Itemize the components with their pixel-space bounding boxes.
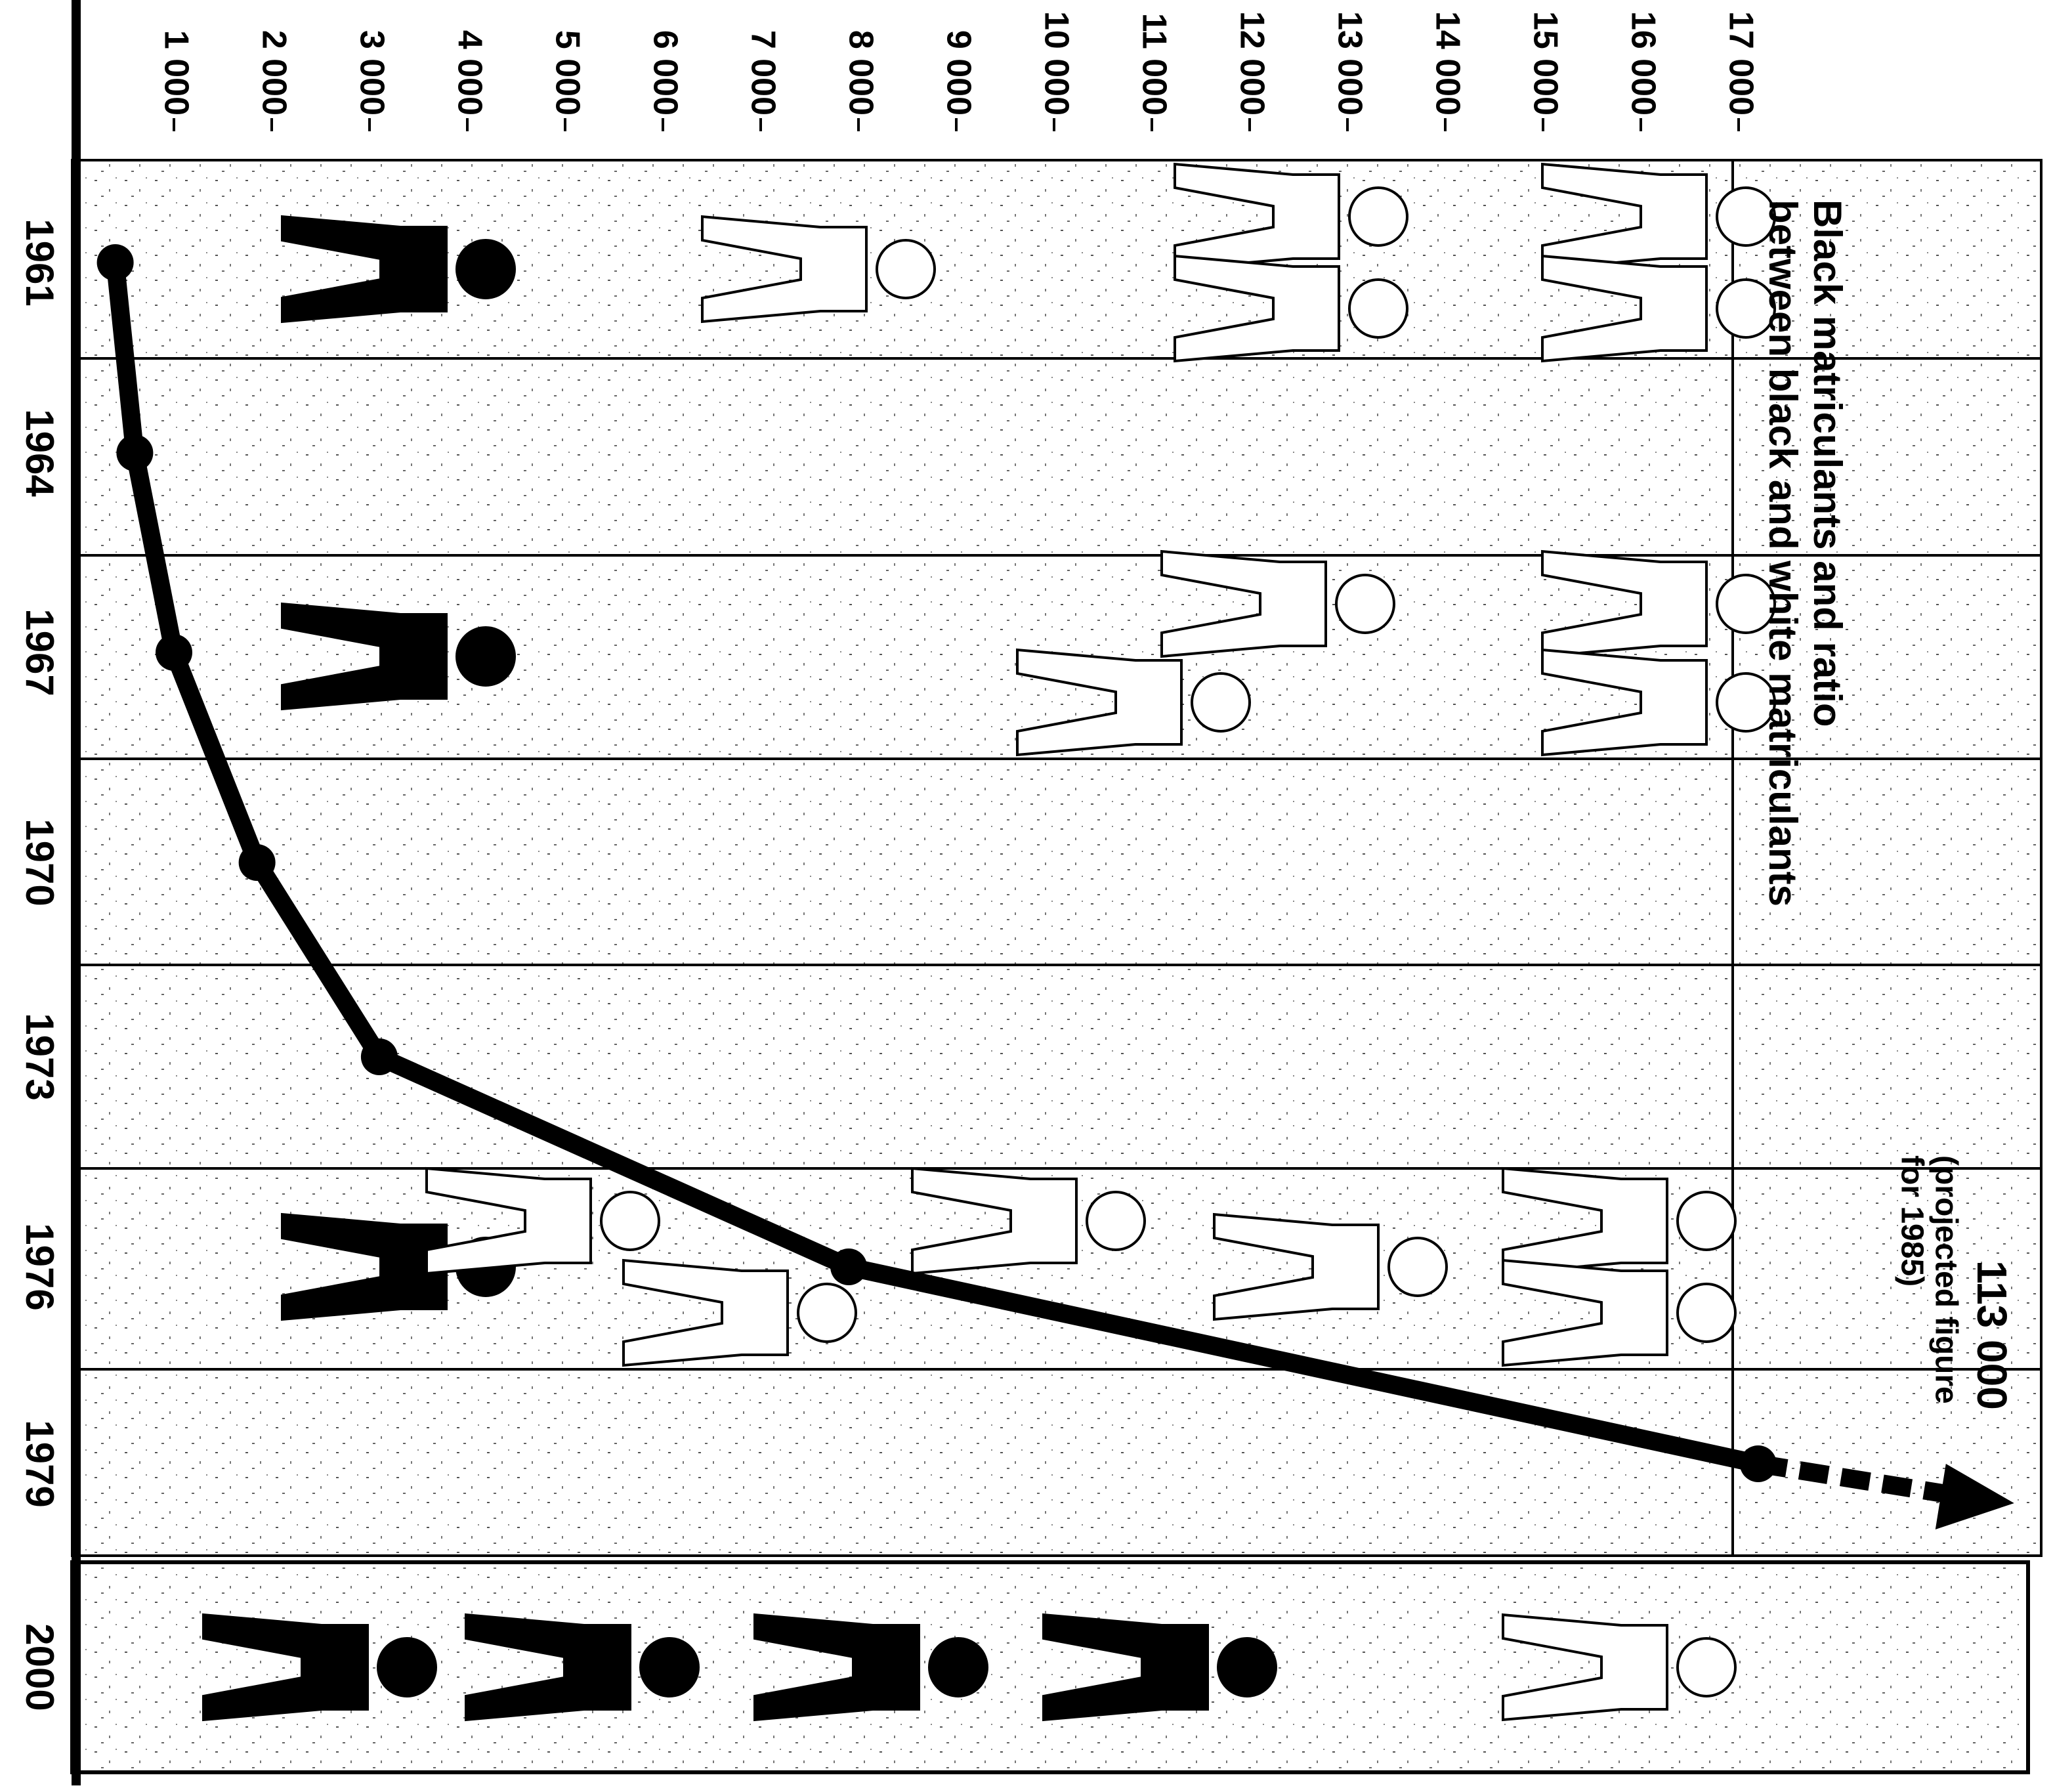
black-figure-head <box>929 1638 987 1696</box>
white-figure-head <box>1087 1192 1145 1250</box>
y-tick-label: 3 000 <box>352 30 391 116</box>
data-point <box>97 244 134 281</box>
y-tick-label: 8 000 <box>841 30 879 116</box>
data-point <box>830 1248 867 1285</box>
black-figure-head <box>378 1638 436 1696</box>
x-tick-label: 1961 <box>18 219 62 306</box>
white-figure-head <box>798 1284 856 1342</box>
y-tick-label: 11 000 <box>1135 13 1173 116</box>
x-tick-label: 2000 <box>18 1623 62 1711</box>
white-figure-head <box>1389 1238 1447 1296</box>
data-point <box>116 435 153 471</box>
black-figure-head <box>1218 1638 1276 1696</box>
y-tick-label: 6 000 <box>646 30 684 116</box>
x-tick-label: 1967 <box>18 608 62 696</box>
data-point <box>361 1038 398 1075</box>
x-tick-label: 1976 <box>18 1223 62 1310</box>
black-figure-head <box>457 628 515 685</box>
page: Black matriculants and ratio between bla… <box>0 0 2053 1792</box>
y-tick-label: 16 000 <box>1624 11 1662 116</box>
data-point <box>239 844 276 881</box>
y-tick-label: 2 000 <box>255 30 293 116</box>
annotation-text: (projected figure <box>1928 1155 1963 1404</box>
annotation-text: for 1985) <box>1894 1155 1929 1287</box>
white-figure-head <box>601 1192 659 1250</box>
y-tick-label: 5 000 <box>548 30 586 116</box>
white-figure-head <box>1336 575 1394 633</box>
annotation-value: 113 000 <box>1968 1260 2016 1410</box>
white-figure-head <box>877 240 935 298</box>
white-figure-head <box>1349 280 1407 337</box>
y-tick-label: 1 000 <box>157 30 195 116</box>
x-tick-label: 1973 <box>18 1013 62 1100</box>
y-tick-label: 17 000 <box>1722 11 1760 116</box>
chart: Black matriculants and ratio between bla… <box>0 0 2053 1792</box>
white-figure-head <box>1349 188 1407 245</box>
y-tick-label: 15 000 <box>1526 11 1564 116</box>
y-tick-label: 14 000 <box>1428 11 1466 116</box>
chart-title: Black matriculants and ratio <box>1806 200 1850 727</box>
y-tick-label: 13 000 <box>1330 11 1368 116</box>
white-figure-head <box>1678 1192 1735 1250</box>
x-tick-label: 1964 <box>18 409 62 497</box>
data-point <box>156 634 192 671</box>
white-figure-head <box>1678 1638 1735 1696</box>
y-tick-label: 9 000 <box>939 30 977 116</box>
white-figure-head <box>1678 1284 1735 1342</box>
y-tick-label: 7 000 <box>744 30 782 116</box>
black-figure-head <box>641 1638 698 1696</box>
x-tick-label: 1979 <box>18 1420 62 1507</box>
plot-background <box>72 160 2041 1556</box>
chart-subtitle: between black and white matriculants <box>1761 200 1805 907</box>
y-tick-label: 4 000 <box>450 30 488 116</box>
white-figure-head <box>1192 673 1250 731</box>
x-tick-label: 1970 <box>18 819 62 906</box>
black-figure-head <box>457 240 515 298</box>
y-tick-label: 10 000 <box>1037 11 1075 116</box>
y-tick-label: 12 000 <box>1233 11 1271 116</box>
